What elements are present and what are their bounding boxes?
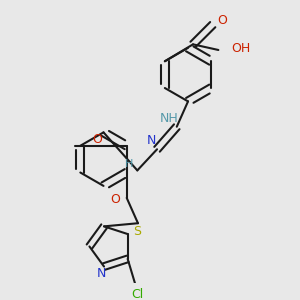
Text: OH: OH <box>231 42 250 55</box>
Text: S: S <box>134 225 142 238</box>
Text: NH: NH <box>159 112 178 125</box>
Text: O: O <box>218 14 227 27</box>
Text: O: O <box>110 193 120 206</box>
Text: N: N <box>146 134 156 147</box>
Text: H: H <box>125 159 133 169</box>
Text: Cl: Cl <box>131 288 144 300</box>
Text: N: N <box>97 267 106 280</box>
Text: O: O <box>92 133 102 146</box>
